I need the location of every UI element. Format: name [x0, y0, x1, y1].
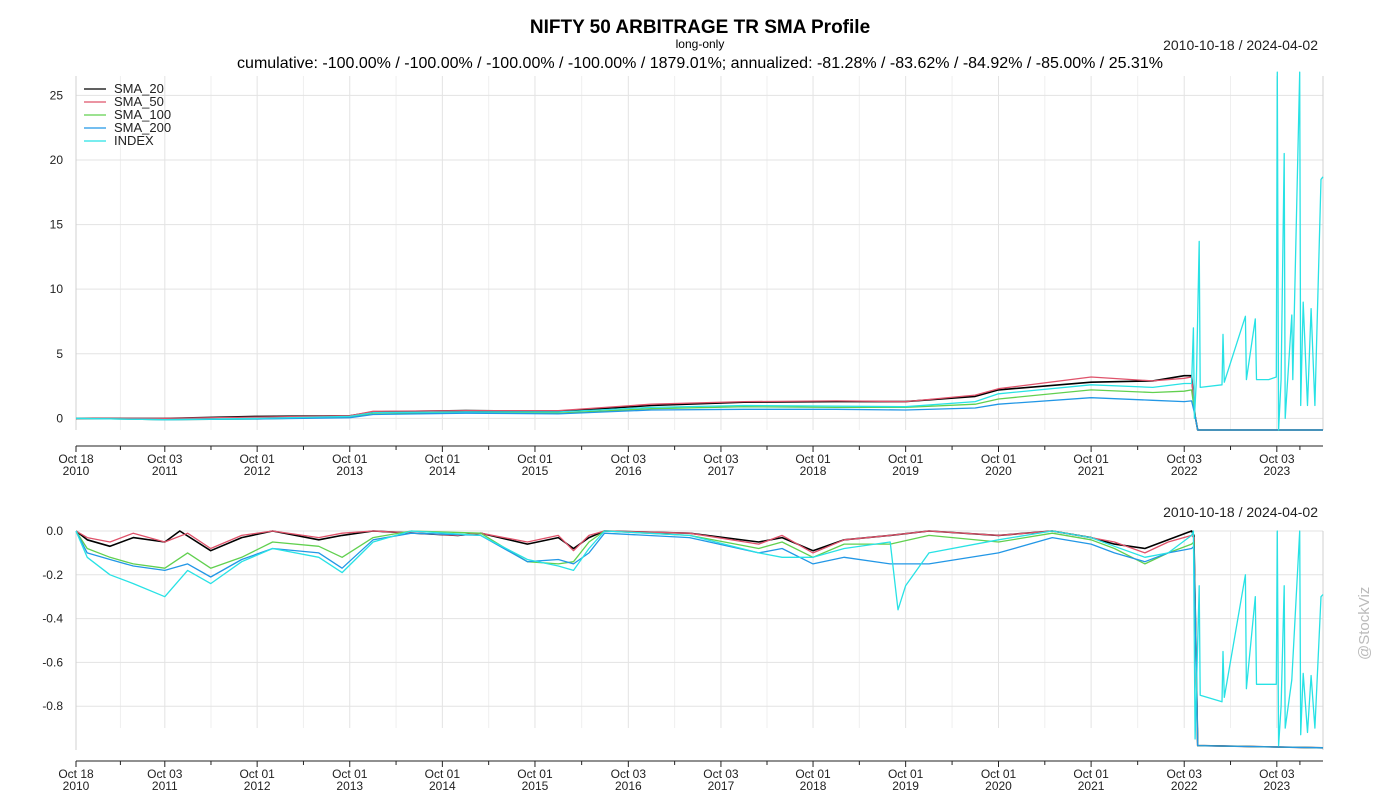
date-range-top: 2010-10-18 / 2024-04-02 — [1163, 37, 1318, 53]
drawdown-x-tick-label: Oct 01 — [981, 767, 1017, 781]
drawdown-y-tick-label: -0.2 — [42, 568, 63, 582]
profile-x-tick-label: Oct 01 — [332, 452, 368, 466]
drawdown-x-tick-year: 2010 — [63, 779, 90, 793]
drawdown-y-tick-label: -0.4 — [42, 612, 63, 626]
profile-x-tick-year: 2016 — [615, 464, 642, 478]
drawdown-x-tick-label: Oct 03 — [703, 767, 739, 781]
drawdown-x-tick-year: 2016 — [615, 779, 642, 793]
drawdown-x-tick-year: 2023 — [1263, 779, 1290, 793]
drawdown-series-sma-20 — [75, 530, 1324, 749]
profile-series-index — [75, 71, 1324, 431]
chart-title: NIFTY 50 ARBITRAGE TR SMA Profile — [529, 17, 871, 38]
legend-label-sma-20: SMA_20 — [114, 81, 164, 96]
profile-x-tick-label: Oct 01 — [981, 452, 1017, 466]
legend-label-sma-200: SMA_200 — [114, 120, 171, 135]
profile-x-tick-label: Oct 01 — [517, 452, 553, 466]
profile-x-tick-label: Oct 18 — [58, 452, 94, 466]
profile-x-tick-label: Oct 01 — [425, 452, 461, 466]
drawdown-x-tick-label: Oct 01 — [332, 767, 368, 781]
profile-x-tick-label: Oct 01 — [795, 452, 831, 466]
profile-x-tick-year: 2010 — [63, 464, 90, 478]
profile-x-tick-year: 2018 — [800, 464, 827, 478]
drawdown-x-tick-label: Oct 03 — [1259, 767, 1295, 781]
drawdown-y-tick-label: 0.0 — [46, 524, 63, 538]
profile-y-tick-label: 0 — [56, 411, 63, 425]
chart-subtitle: long-only — [675, 37, 725, 51]
drawdown-x-tick-year: 2018 — [800, 779, 827, 793]
profile-x-tick-label: Oct 03 — [611, 452, 647, 466]
drawdown-x-tick-label: Oct 03 — [147, 767, 183, 781]
profile-x-tick-year: 2017 — [708, 464, 735, 478]
drawdown-x-tick-label: Oct 01 — [425, 767, 461, 781]
date-range-bottom: 2010-10-18 / 2024-04-02 — [1163, 504, 1318, 520]
drawdown-x-tick-year: 2012 — [244, 779, 271, 793]
profile-x-tick-year: 2019 — [892, 464, 919, 478]
profile-x-tick-label: Oct 03 — [147, 452, 183, 466]
profile-x-tick-label: Oct 01 — [1073, 452, 1109, 466]
drawdown-x-tick-year: 2021 — [1078, 779, 1105, 793]
drawdown-x-tick-year: 2011 — [152, 779, 178, 793]
drawdown-x-tick-year: 2017 — [708, 779, 735, 793]
profile-x-tick-year: 2011 — [152, 464, 178, 478]
legend-label-sma-50: SMA_50 — [114, 94, 164, 109]
drawdown-x-tick-label: Oct 03 — [611, 767, 647, 781]
drawdown-x-tick-year: 2022 — [1171, 779, 1198, 793]
profile-series-sma-50 — [76, 376, 1323, 431]
drawdown-x-tick-year: 2020 — [985, 779, 1012, 793]
profile-x-tick-label: Oct 03 — [1259, 452, 1295, 466]
drawdown-x-tick-year: 2014 — [429, 779, 456, 793]
profile-x-tick-year: 2020 — [985, 464, 1012, 478]
profile-y-tick-label: 15 — [50, 218, 64, 232]
drawdown-x-tick-label: Oct 01 — [795, 767, 831, 781]
profile-x-tick-label: Oct 03 — [1167, 452, 1203, 466]
drawdown-x-tick-label: Oct 01 — [1073, 767, 1109, 781]
profile-y-tick-label: 25 — [50, 88, 64, 102]
profile-y-tick-label: 20 — [50, 153, 64, 167]
legend-label-index: INDEX — [114, 133, 154, 148]
drawdown-x-tick-label: Oct 03 — [1167, 767, 1203, 781]
drawdown-x-tick-label: Oct 01 — [888, 767, 924, 781]
drawdown-x-tick-year: 2015 — [522, 779, 549, 793]
drawdown-series-sma-50 — [75, 530, 1324, 749]
profile-x-tick-year: 2021 — [1078, 464, 1105, 478]
drawdown-series-sma-100 — [75, 530, 1324, 749]
legend-label-sma-100: SMA_100 — [114, 107, 171, 122]
drawdown-x-tick-label: Oct 01 — [239, 767, 275, 781]
profile-x-tick-label: Oct 01 — [239, 452, 275, 466]
profile-x-tick-year: 2023 — [1263, 464, 1290, 478]
drawdown-x-tick-year: 2013 — [336, 779, 363, 793]
profile-y-tick-label: 10 — [50, 282, 64, 296]
stats-line: cumulative: -100.00% / -100.00% / -100.0… — [237, 55, 1163, 72]
profile-x-tick-label: Oct 01 — [888, 452, 924, 466]
drawdown-series-sma-200 — [75, 530, 1324, 749]
profile-series-sma-200 — [75, 397, 1323, 431]
profile-x-tick-year: 2012 — [244, 464, 271, 478]
drawdown-x-tick-label: Oct 01 — [517, 767, 553, 781]
profile-x-tick-year: 2013 — [336, 464, 363, 478]
drawdown-x-tick-year: 2019 — [892, 779, 919, 793]
profile-x-tick-year: 2015 — [522, 464, 549, 478]
profile-y-tick-label: 5 — [56, 347, 63, 361]
drawdown-y-tick-label: -0.8 — [42, 699, 63, 713]
drawdown-x-tick-label: Oct 18 — [58, 767, 94, 781]
profile-x-tick-year: 2014 — [429, 464, 456, 478]
profile-x-tick-year: 2022 — [1171, 464, 1198, 478]
drawdown-series-index — [75, 530, 1324, 747]
profile-series-sma-100 — [75, 389, 1323, 431]
drawdown-y-tick-label: -0.6 — [42, 655, 63, 669]
profile-x-tick-label: Oct 03 — [703, 452, 739, 466]
